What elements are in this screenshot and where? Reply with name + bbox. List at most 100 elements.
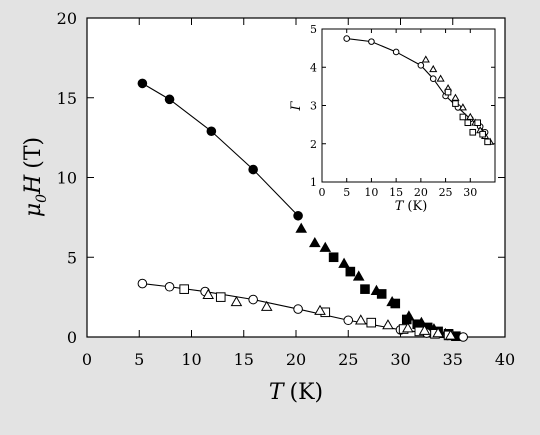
inset-x-tick-label: 25 xyxy=(439,186,453,199)
inset-x-axis-symbol: T xyxy=(395,199,405,214)
inset-x-tick-label: 10 xyxy=(364,186,378,199)
inset-ticks xyxy=(321,28,495,183)
inset-y-tick-label: 4 xyxy=(310,61,317,74)
inset-y-tick-label: 3 xyxy=(310,100,317,113)
main-data-point xyxy=(338,257,350,268)
inset-data-point xyxy=(368,38,375,45)
inset-y-axis-title: Γ xyxy=(289,101,304,112)
main-series-open-triangle xyxy=(202,288,457,340)
main-x-tick-label: 25 xyxy=(338,350,358,369)
main-data-point xyxy=(293,304,303,314)
inset-data-point xyxy=(466,112,475,120)
main-x-axis-title: T (K) xyxy=(269,380,323,405)
main-data-point xyxy=(248,164,258,175)
inset-data-point xyxy=(444,88,452,96)
main-data-point xyxy=(164,281,175,292)
main-x-tick-label: 20 xyxy=(286,350,306,369)
main-ticks xyxy=(86,17,506,338)
main-data-point xyxy=(137,78,148,89)
main-data-point xyxy=(179,284,189,294)
inset-data-point xyxy=(464,119,472,127)
inset-data-point xyxy=(436,74,445,82)
main-data-point xyxy=(295,222,308,233)
inset-y-tick-label: 5 xyxy=(310,23,317,36)
inset-data-point xyxy=(343,35,351,42)
inset-data-point xyxy=(459,113,467,121)
inset-x-tick-label: 5 xyxy=(343,186,350,199)
main-data-point xyxy=(352,270,365,281)
main-data-point xyxy=(230,295,243,307)
main-data-point xyxy=(293,210,303,221)
main-data-point xyxy=(319,241,332,252)
main-y-tick-label: 10 xyxy=(57,169,77,188)
main-data-point xyxy=(444,329,457,340)
inset-y-tick-label: 2 xyxy=(310,138,317,151)
main-y-axis-symbol: μ xyxy=(21,203,46,217)
main-y-tick-label: 0 xyxy=(67,328,77,347)
main-x-tick-label: 35 xyxy=(443,350,463,369)
main-x-tick-label: 0 xyxy=(82,350,92,369)
inset-data-point xyxy=(421,55,430,63)
main-y-axis-unit: (T) xyxy=(21,137,46,169)
inset-data-point xyxy=(417,62,425,69)
inset-tick-labels: 0 5 10 15 20 25 30 1 2 3 4 5 xyxy=(310,23,477,199)
inset-data-point xyxy=(429,75,437,83)
inset-series xyxy=(343,35,495,146)
inset-data-point xyxy=(392,48,400,56)
inset-data-point xyxy=(451,93,460,101)
main-y-axis-subscript: 0 xyxy=(34,194,50,203)
main-series-filled-circle xyxy=(137,78,303,221)
main-data-point xyxy=(215,292,226,302)
inset-plot-frame xyxy=(321,28,496,183)
main-x-tick-label: 10 xyxy=(181,350,201,369)
main-y-tick-label: 15 xyxy=(57,89,77,108)
main-x-tick-label: 5 xyxy=(134,350,144,369)
main-series xyxy=(137,78,469,342)
inset-x-tick-label: 30 xyxy=(463,186,477,199)
main-x-axis-unit: (K) xyxy=(290,380,324,405)
main-data-point xyxy=(418,324,431,335)
inset-x-tick-label: 20 xyxy=(414,186,428,199)
main-data-point xyxy=(366,317,377,328)
main-data-point xyxy=(402,322,414,333)
inset-data-point xyxy=(458,103,467,111)
main-x-axis-symbol: T xyxy=(269,380,286,405)
inset-data-point xyxy=(479,130,486,138)
main-data-point xyxy=(164,94,175,105)
main-data-point xyxy=(458,332,469,342)
main-data-point xyxy=(248,294,258,305)
main-data-point xyxy=(309,236,321,248)
inset-data-point xyxy=(484,138,491,146)
main-data-point xyxy=(206,126,217,137)
main-data-point xyxy=(432,327,444,338)
inset-chart: 0 5 10 15 20 25 30 1 2 3 4 5 T (K) Γ xyxy=(289,23,496,214)
inset-y-tick-label: 1 xyxy=(310,176,317,189)
main-data-point xyxy=(382,319,394,330)
inset-series-open-square xyxy=(444,88,491,146)
main-data-point xyxy=(260,300,273,311)
main-data-point xyxy=(314,304,326,315)
main-x-tick-label: 30 xyxy=(390,350,410,369)
inset-x-axis-unit: (K) xyxy=(407,199,427,214)
main-data-point xyxy=(360,284,370,294)
main-data-point xyxy=(137,278,148,289)
inset-data-point xyxy=(469,128,477,136)
main-x-tick-label: 15 xyxy=(234,350,254,369)
main-y-axis-title: μ0H (T) xyxy=(21,137,50,217)
inset-data-point xyxy=(474,119,481,127)
main-data-point xyxy=(345,266,356,277)
main-data-point xyxy=(354,314,367,325)
main-x-tick-label: 40 xyxy=(495,350,515,369)
inset-x-tick-label: 0 xyxy=(319,186,326,199)
main-data-point xyxy=(390,298,401,309)
inset-x-axis-title: T (K) xyxy=(395,199,428,214)
main-data-point xyxy=(343,315,354,326)
inset-x-tick-label: 15 xyxy=(389,186,403,199)
main-data-point xyxy=(328,252,339,263)
main-y-axis-symbol2: H xyxy=(21,174,46,195)
main-y-tick-label: 5 xyxy=(67,248,77,267)
main-data-point xyxy=(376,289,387,299)
main-y-tick-label: 20 xyxy=(57,9,77,28)
